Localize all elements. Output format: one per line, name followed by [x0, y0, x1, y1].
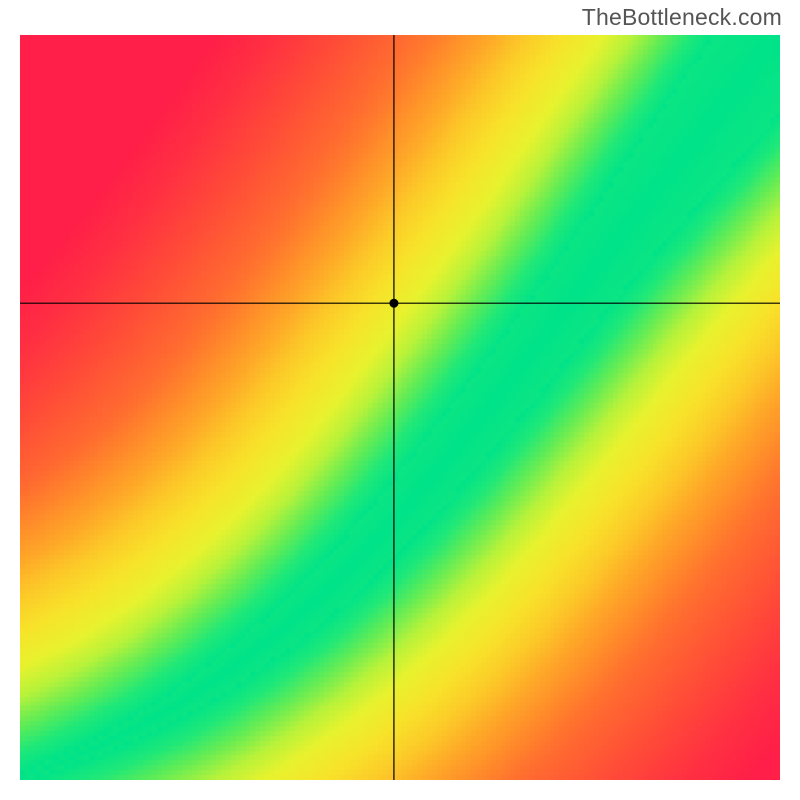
chart-container: { "watermark": { "text": "TheBottleneck.… [0, 0, 800, 800]
heatmap-canvas [20, 35, 780, 780]
watermark-text: TheBottleneck.com [582, 4, 782, 31]
